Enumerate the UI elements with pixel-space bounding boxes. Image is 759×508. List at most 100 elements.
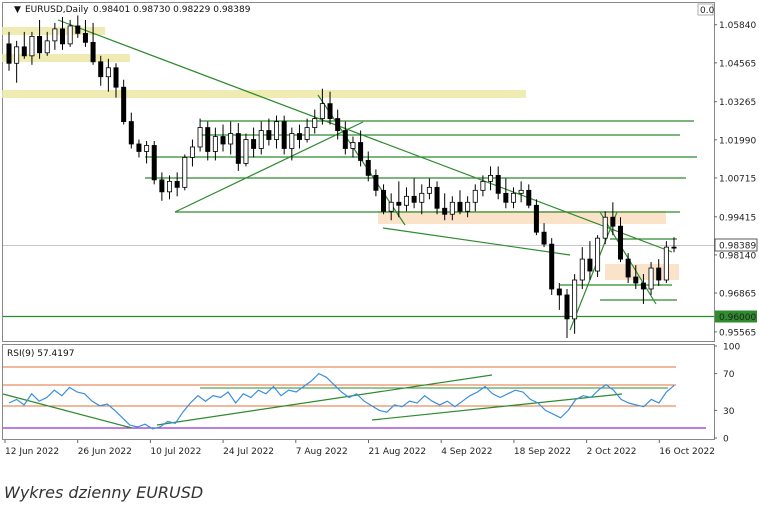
candle [411, 178, 417, 209]
candle [602, 211, 608, 245]
candle-body [182, 157, 188, 188]
candle-body [14, 46, 20, 64]
candle-body [174, 180, 180, 188]
candle [549, 238, 555, 295]
candle [128, 112, 134, 149]
header-arrow: ▼ [14, 5, 21, 15]
candle [136, 139, 142, 158]
rsi-tick-label: 100 [723, 343, 740, 353]
candle [151, 141, 157, 185]
candle [205, 121, 211, 161]
candle-body [289, 133, 295, 149]
candle-body [44, 40, 50, 54]
candle [335, 109, 341, 140]
candle [434, 181, 440, 215]
candle [610, 202, 616, 236]
candle-body [510, 192, 516, 203]
price-tick-label: 0.96865 [719, 290, 756, 300]
candle [258, 121, 264, 155]
price-tick-label: 1.00715 [719, 174, 756, 184]
candle [564, 288, 570, 338]
price-tick-label: 1.03265 [719, 98, 756, 108]
candle-body [220, 136, 226, 145]
candle [403, 187, 409, 212]
candle [90, 22, 96, 65]
candle [656, 259, 662, 286]
candle [121, 79, 127, 125]
candle-body [197, 127, 203, 148]
candle [518, 181, 524, 203]
candle-body [29, 35, 35, 57]
candle [381, 184, 387, 215]
time-tick-label: 21 Aug 2022 [369, 447, 427, 457]
time-tick-label: 26 Jun 2022 [78, 447, 132, 457]
candle-body [90, 41, 96, 63]
ohlc-header: 0.98401 0.98730 0.98229 0.98389 [93, 5, 251, 15]
time-tick-label: 2 Oct 2022 [587, 447, 637, 457]
candle [488, 166, 494, 191]
candle-body [75, 25, 81, 34]
candle-body [457, 201, 463, 212]
rsi-panel-frame [2, 344, 715, 440]
candle [312, 109, 318, 134]
price-panel-frame [2, 2, 715, 342]
trendline-sep-lower [382, 227, 571, 256]
candle-body [541, 231, 547, 245]
trendline-main-down [57, 19, 673, 253]
candle-body [105, 67, 111, 78]
price-tick-label: 0.98140 [719, 251, 756, 261]
candle [14, 40, 20, 83]
candle-body [144, 145, 150, 152]
price-tick-label: 1.05840 [719, 21, 756, 31]
candle [281, 115, 287, 155]
candle-body [434, 186, 440, 209]
candle [465, 196, 471, 218]
candle-body [465, 201, 471, 212]
candle [342, 121, 348, 155]
candle [304, 118, 310, 143]
candle [526, 184, 532, 209]
candle-body [625, 258, 631, 278]
candles [6, 15, 677, 338]
rsi-label: RSI(9) 57.4197 [7, 349, 74, 359]
time-axis: 12 Jun 2022 26 Jun 2022 10 Jul 2022 24 Jul … [4, 440, 715, 457]
level-price-box [715, 310, 757, 323]
candle-body [228, 133, 234, 145]
candle-body [121, 86, 127, 122]
candle-body [82, 32, 88, 43]
candle-body [319, 103, 325, 119]
candle-body [189, 146, 195, 158]
candle [189, 139, 195, 167]
candle [419, 184, 425, 215]
candle [67, 19, 73, 47]
candle [243, 133, 249, 167]
rsi-tick-label: 70 [723, 370, 735, 380]
candle-body [258, 130, 264, 149]
candle-body [572, 279, 578, 320]
candle-body [595, 237, 601, 272]
candle [373, 169, 379, 197]
candle-body [671, 246, 677, 249]
candle-body [648, 267, 654, 290]
candle [6, 31, 12, 71]
candle [274, 115, 280, 149]
price-tick-label: 1.04565 [719, 59, 756, 69]
time-tick-label: 18 Sep 2022 [514, 447, 571, 457]
candle [350, 136, 356, 158]
candle-body [495, 174, 501, 194]
candle [671, 237, 677, 253]
candle [289, 127, 295, 161]
time-tick-label: 4 Sep 2022 [441, 447, 492, 457]
candle-body [243, 139, 249, 164]
candle [159, 172, 165, 201]
candle-body [526, 189, 532, 206]
candle [98, 55, 104, 86]
candle-body [52, 28, 58, 42]
candle [495, 166, 501, 200]
candle-body [159, 179, 165, 193]
candle [510, 187, 516, 209]
corner-value: 0.0 [700, 6, 715, 16]
candle-body [388, 201, 394, 212]
zone-resistance-long [2, 90, 526, 98]
